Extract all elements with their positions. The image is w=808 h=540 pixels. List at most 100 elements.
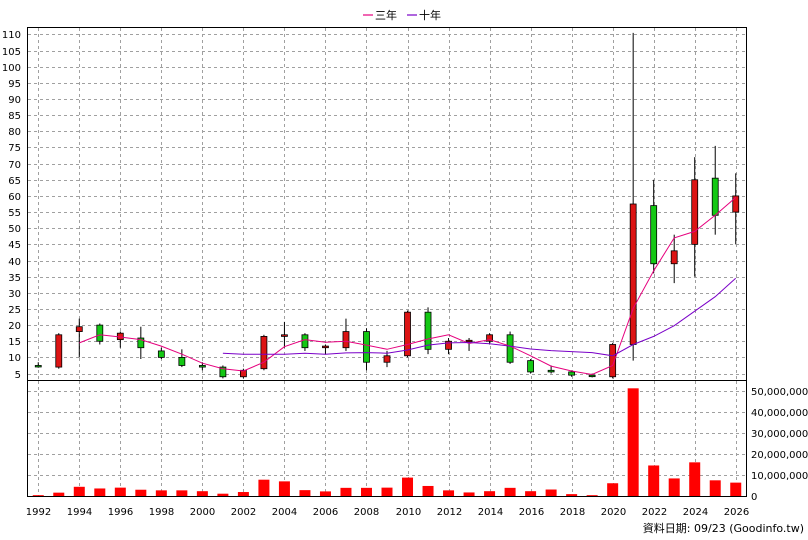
data-date-credit: 資料日期: 09/23 (Goodinfo.tw) [643,521,804,535]
x-tick-label-2002: 2002 [231,507,256,518]
candle-body-1992 [34,365,42,368]
x-tick-label-2024: 2024 [683,507,708,518]
volume-tick-label-2: 20,000,000 [751,450,808,461]
candle-body-2022 [650,205,658,265]
candle-body-1995 [96,324,104,342]
candle-body-2021 [629,203,637,345]
price-tick-label-75: 75 [8,143,21,154]
candle-body-2013 [465,339,473,343]
x-tick-label-2022: 2022 [642,507,667,518]
ma-line-3yr [79,197,737,376]
volume-bar-2011 [422,485,434,496]
volume-tick-label-5: 50,000,000 [751,387,808,398]
moving-average-lines [79,197,737,376]
volume-bar-2004 [278,481,290,496]
price-tick-label-110: 110 [2,30,21,41]
candle-body-1999 [178,356,186,366]
x-tick-label-2012: 2012 [437,507,462,518]
price-tick-label-55: 55 [8,208,21,219]
x-tick-label-1998: 1998 [149,507,174,518]
candle-body-2011 [424,311,432,350]
candle-body-2002 [239,369,247,378]
volume-bar-2000 [196,491,208,496]
x-tick-label-2006: 2006 [313,507,338,518]
volume-grid [28,381,746,496]
candle-body-1994 [75,326,83,332]
price-tick-label-85: 85 [8,111,21,122]
legend-label-3yr: 三年 [375,8,397,22]
volume-bar-2016 [525,491,537,496]
volume-tick-label-3: 30,000,000 [751,429,808,440]
volume-bar-2008 [360,487,372,496]
x-tick-label-1992: 1992 [26,507,51,518]
x-tick-label-2008: 2008 [354,507,379,518]
price-tick-label-60: 60 [8,192,21,203]
volume-bar-2022 [648,465,660,496]
ma-line-10yr [222,277,737,357]
volume-bar-2020 [607,483,619,496]
volume-tick-label-1: 10,000,000 [751,471,808,482]
volume-bar-1995 [94,488,106,496]
volume-bar-2014 [484,491,496,496]
x-tick-label-2026: 2026 [724,507,749,518]
volume-bar-2018 [566,494,578,496]
x-tick-label-2014: 2014 [478,507,503,518]
candle-body-2024 [691,179,699,245]
volume-bar-2025 [709,480,721,496]
x-tick-label-1996: 1996 [108,507,133,518]
candlesticks [34,32,740,379]
price-tick-label-5: 5 [15,370,21,381]
volume-bar-2012 [443,490,455,496]
volume-bar-2021 [627,388,639,496]
price-tick-label-15: 15 [8,337,21,348]
candle-body-2000 [198,365,206,368]
price-tick-label-65: 65 [8,176,21,187]
price-tick-label-100: 100 [2,63,21,74]
x-axis: 1992 1994 1996 1998 2000 2002 2004 2006 2008 2010… [26,507,749,518]
volume-bar-1999 [176,490,188,496]
price-tick-label-95: 95 [8,79,21,90]
price-panel: 5 10 15 20 25 30 35 40 45 50 55 60 65 70 75 80 85 90 95 100… [2,27,747,381]
candle-body-1997 [137,337,145,349]
legend-label-10yr: 十年 [419,8,441,22]
candle-body-1998 [157,350,165,358]
price-tick-label-35: 35 [8,273,21,284]
price-tick-label-105: 105 [2,47,21,58]
volume-bar-2006 [319,491,331,496]
x-tick-label-2010: 2010 [396,507,421,518]
candle-body-2025 [711,177,719,216]
x-tick-label-2020: 2020 [601,507,626,518]
candle-body-2020 [609,344,617,378]
candle-body-2006 [322,345,329,349]
volume-y-axis: 0 10,000,000 20,000,000 30,000,000 40,000,00… [751,387,808,503]
candle-body-2010 [404,311,411,357]
volume-bar-2013 [463,492,475,496]
candle-body-2003 [260,336,268,370]
volume-bar-2026 [730,482,742,496]
volume-bar-1994 [73,486,85,496]
legend: 三年 十年 [363,8,441,22]
volume-tick-label-4: 40,000,000 [751,408,808,419]
volume-bar-2015 [504,487,516,496]
volume-bar-2023 [668,478,680,496]
candle-body-2016 [527,360,534,373]
candle-body-2005 [301,334,309,349]
price-frame [27,27,747,381]
candle-body-2012 [445,340,452,350]
volume-bar-2019 [586,495,598,496]
candle-body-2017 [547,369,555,373]
candle-body-2019 [588,374,596,378]
price-tick-label-20: 20 [8,321,21,332]
candle-body-2014 [486,334,493,342]
volume-bar-2024 [689,462,701,496]
volume-bar-1992 [32,495,44,496]
candle-body-2008 [363,331,370,363]
volume-bars [32,388,742,496]
volume-tick-label-0: 0 [751,492,757,503]
volume-bar-2010 [402,477,414,496]
candle-body-2001 [219,366,227,378]
candle-body-2009 [383,355,391,363]
volume-bar-1996 [114,487,126,496]
price-tick-label-45: 45 [8,240,21,251]
